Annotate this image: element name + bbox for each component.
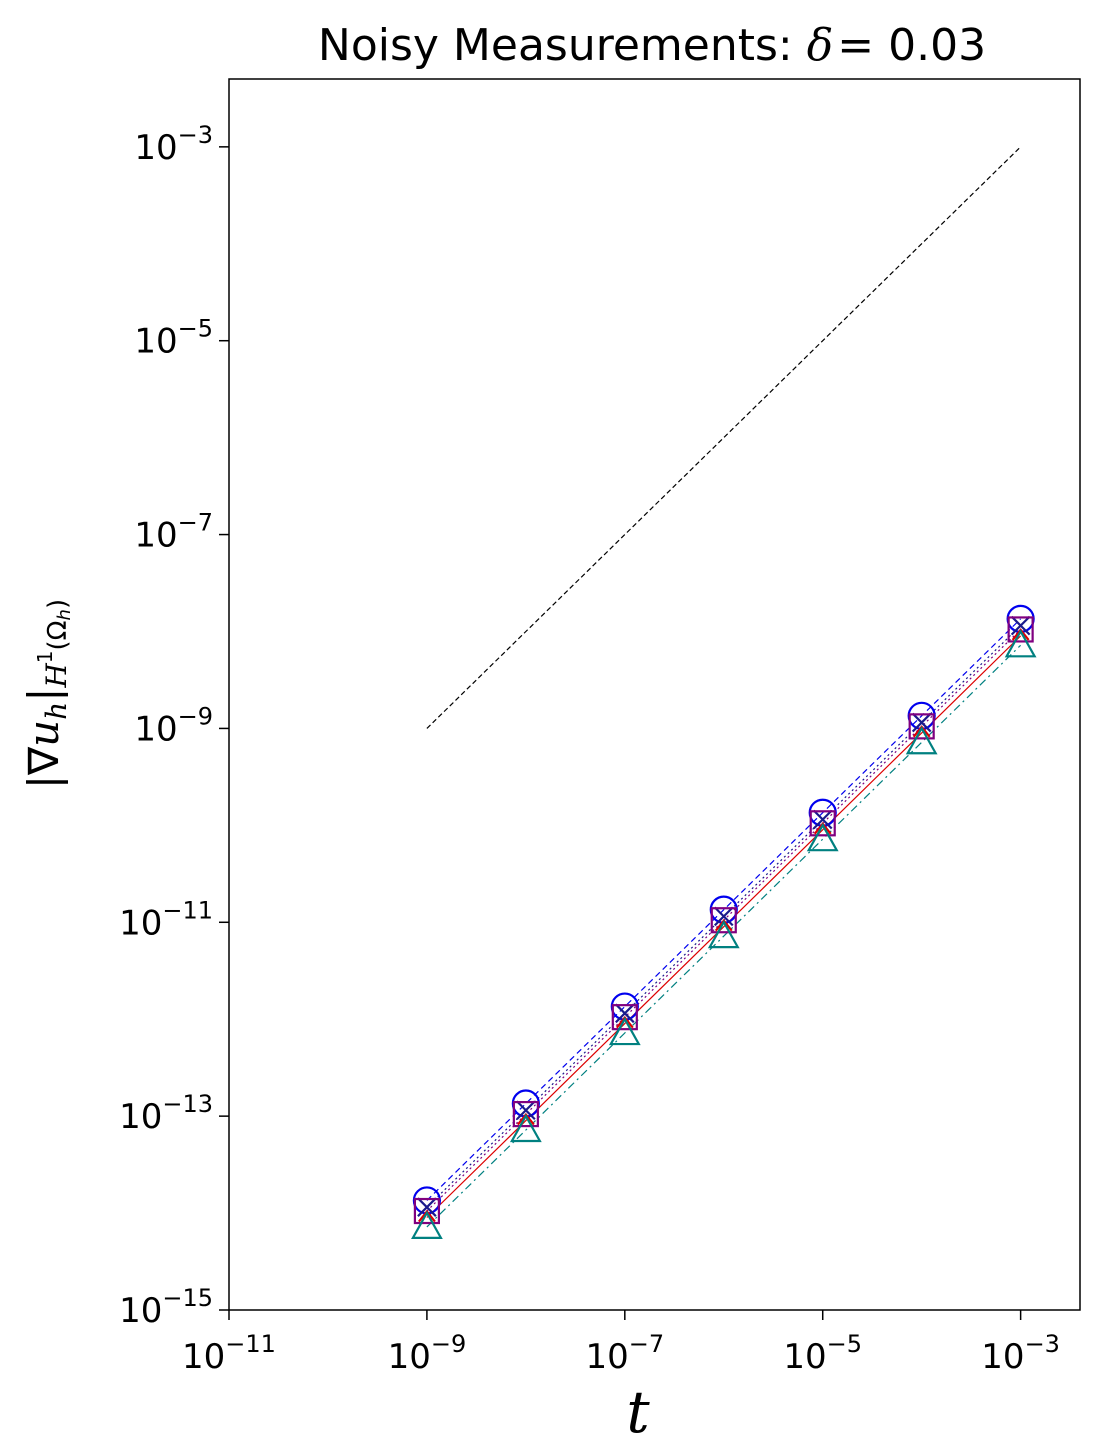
marker-circle xyxy=(511,1089,540,1118)
svg-text:|∇uh|H1(Ωh): |∇uh|H1(Ωh) xyxy=(19,599,75,789)
marker-x xyxy=(812,809,833,830)
marker-x xyxy=(911,712,932,733)
y-label-open: |∇ xyxy=(19,746,68,789)
marker-circle xyxy=(1006,604,1035,633)
y-label-dot: ˙ xyxy=(0,702,34,723)
y-tick-label: 10−3 xyxy=(134,121,213,168)
marker-square xyxy=(512,1100,539,1128)
plot-area xyxy=(411,146,1037,1239)
marker-triangle-up xyxy=(905,726,938,755)
y-tick-label: 10−9 xyxy=(134,702,213,749)
marker-square xyxy=(908,713,935,740)
x-axis-label: t xyxy=(626,1378,650,1446)
marker-square xyxy=(710,907,737,934)
y-axis-label: |∇uh|H1(Ωh) ˙ xyxy=(0,599,75,789)
y-label-domain-close: ) xyxy=(43,599,73,609)
y-label-u-sub: h xyxy=(40,702,73,720)
y-tick-label: 10−15 xyxy=(119,1284,213,1331)
marker-circle xyxy=(412,1186,442,1215)
marker-triangle-up xyxy=(509,1113,542,1143)
series-line-triangle-down xyxy=(426,635,1022,1218)
marker-x xyxy=(417,1197,437,1217)
chart-title-symbol: δ xyxy=(807,20,834,71)
y-label-domain-sub: h xyxy=(54,609,75,620)
y-label-u: u xyxy=(19,720,68,747)
marker-circle xyxy=(610,992,639,1021)
y-tick-label: 10−11 xyxy=(119,896,213,943)
y-label-domain: (Ω xyxy=(43,620,73,650)
series-line-circle xyxy=(426,618,1022,1201)
y-tick-label: 10−5 xyxy=(134,315,213,362)
chart-title: Noisy Measurements: δ= 0.03 xyxy=(318,20,986,71)
y-label-norm: H xyxy=(40,663,73,689)
marker-x xyxy=(516,1100,536,1121)
plot-frame xyxy=(228,78,1081,1311)
marker-triangle-up xyxy=(1004,629,1037,658)
x-tick-label: 10−5 xyxy=(783,1330,862,1377)
y-label-norm-sup: 1 xyxy=(33,650,57,663)
marker-x xyxy=(1010,615,1031,636)
marker-triangle-up xyxy=(707,919,740,949)
chart-title-text: Noisy Measurements: xyxy=(318,20,807,71)
x-tick-label: 10−11 xyxy=(182,1330,276,1377)
x-tick-label: 10−3 xyxy=(981,1330,1060,1377)
marker-x xyxy=(713,906,734,927)
x-axis-ticks: 10−11 10−9 10−7 10−5 10−3 xyxy=(182,1310,1060,1377)
y-axis-ticks: 10−15 10−13 10−11 10−9 10−7 10−5 10−3 xyxy=(119,121,229,1331)
marker-triangle-up xyxy=(608,1016,641,1046)
x-tick-label: 10−7 xyxy=(585,1330,664,1377)
series-line-triangle-up xyxy=(426,644,1022,1228)
marker-square xyxy=(413,1197,441,1225)
marker-square xyxy=(1007,616,1034,643)
reference-slope-line xyxy=(426,146,1022,729)
marker-square xyxy=(611,1004,638,1031)
marker-x xyxy=(615,1003,635,1024)
marker-triangle-up xyxy=(411,1210,443,1239)
chart-title-value: = 0.03 xyxy=(837,20,986,71)
x-tick-label: 10−9 xyxy=(388,1330,467,1377)
y-tick-label: 10−13 xyxy=(119,1090,213,1137)
y-tick-label: 10−7 xyxy=(134,509,213,556)
y-label-bar: | xyxy=(19,688,68,702)
marker-square xyxy=(809,810,836,837)
marker-triangle-up xyxy=(806,822,839,852)
